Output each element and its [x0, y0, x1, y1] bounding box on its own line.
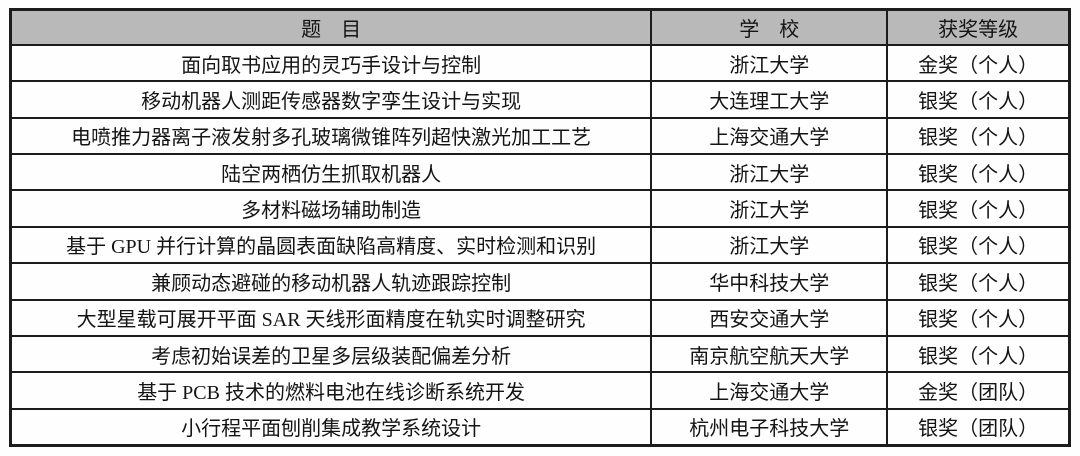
column-header-title: 题 目 [9, 8, 653, 46]
header-row: 题 目 学 校 获奖等级 [9, 8, 1071, 46]
cell-title: 兼顾动态避碰的移动机器人轨迹跟踪控制 [9, 262, 653, 301]
cell-title: 基于 PCB 技术的燃料电池在线诊断系统开发 [9, 371, 653, 410]
cell-title: 大型星载可展开平面 SAR 天线形面精度在轨实时调整研究 [9, 298, 653, 337]
cell-award: 银奖（个人） [886, 80, 1071, 119]
table-row: 小行程平面刨削集成教学系统设计 杭州电子科技大学 银奖（团队） [9, 407, 1071, 447]
cell-award: 金奖（团队） [886, 371, 1071, 410]
table-row: 基于 PCB 技术的燃料电池在线诊断系统开发 上海交通大学 金奖（团队） [9, 371, 1071, 410]
cell-award: 银奖（个人） [886, 189, 1071, 228]
cell-school: 华中科技大学 [650, 262, 889, 301]
cell-school: 上海交通大学 [650, 371, 889, 410]
cell-award: 金奖（个人） [886, 43, 1071, 83]
award-results-table: 题 目 学 校 获奖等级 面向取书应用的灵巧手设计与控制 浙江大学 金奖（个人）… [9, 8, 1071, 447]
table-row: 移动机器人测距传感器数字孪生设计与实现 大连理工大学 银奖（个人） [9, 80, 1071, 119]
cell-title: 基于 GPU 并行计算的晶圆表面缺陷高精度、实时检测和识别 [9, 225, 653, 265]
table-row: 电喷推力器离子液发射多孔玻璃微锥阵列超快激光加工工艺 上海交通大学 银奖（个人） [9, 116, 1071, 156]
cell-award: 银奖（个人） [886, 225, 1071, 265]
cell-title: 多材料磁场辅助制造 [9, 189, 653, 228]
cell-title: 面向取书应用的灵巧手设计与控制 [9, 43, 653, 83]
cell-school: 上海交通大学 [650, 116, 889, 156]
cell-title: 陆空两栖仿生抓取机器人 [9, 153, 653, 192]
cell-award: 银奖（个人） [886, 153, 1071, 192]
table-body: 面向取书应用的灵巧手设计与控制 浙江大学 金奖（个人） 移动机器人测距传感器数字… [9, 43, 1071, 447]
cell-award: 银奖（个人） [886, 334, 1071, 374]
table-row: 基于 GPU 并行计算的晶圆表面缺陷高精度、实时检测和识别 浙江大学 银奖（个人… [9, 225, 1071, 265]
cell-school: 浙江大学 [650, 189, 889, 228]
cell-title: 小行程平面刨削集成教学系统设计 [9, 407, 653, 447]
cell-award: 银奖（个人） [886, 298, 1071, 337]
table-row: 多材料磁场辅助制造 浙江大学 银奖（个人） [9, 189, 1071, 228]
cell-school: 西安交通大学 [650, 298, 889, 337]
table-row: 考虑初始误差的卫星多层级装配偏差分析 南京航空航天大学 银奖（个人） [9, 334, 1071, 374]
table-row: 大型星载可展开平面 SAR 天线形面精度在轨实时调整研究 西安交通大学 银奖（个… [9, 298, 1071, 337]
cell-title: 电喷推力器离子液发射多孔玻璃微锥阵列超快激光加工工艺 [9, 116, 653, 156]
cell-school: 浙江大学 [650, 43, 889, 83]
cell-title: 移动机器人测距传感器数字孪生设计与实现 [9, 80, 653, 119]
cell-school: 浙江大学 [650, 225, 889, 265]
cell-school: 大连理工大学 [650, 80, 889, 119]
table-row: 面向取书应用的灵巧手设计与控制 浙江大学 金奖（个人） [9, 43, 1071, 83]
column-header-award: 获奖等级 [886, 8, 1071, 46]
cell-school: 南京航空航天大学 [650, 334, 889, 374]
cell-school: 浙江大学 [650, 153, 889, 192]
cell-award: 银奖（团队） [886, 407, 1071, 447]
column-header-school: 学 校 [650, 8, 889, 46]
table-row: 兼顾动态避碰的移动机器人轨迹跟踪控制 华中科技大学 银奖（个人） [9, 262, 1071, 301]
cell-award: 银奖（个人） [886, 262, 1071, 301]
cell-school: 杭州电子科技大学 [650, 407, 889, 447]
cell-title: 考虑初始误差的卫星多层级装配偏差分析 [9, 334, 653, 374]
table-header: 题 目 学 校 获奖等级 [9, 8, 1071, 46]
table-row: 陆空两栖仿生抓取机器人 浙江大学 银奖（个人） [9, 153, 1071, 192]
cell-award: 银奖（个人） [886, 116, 1071, 156]
